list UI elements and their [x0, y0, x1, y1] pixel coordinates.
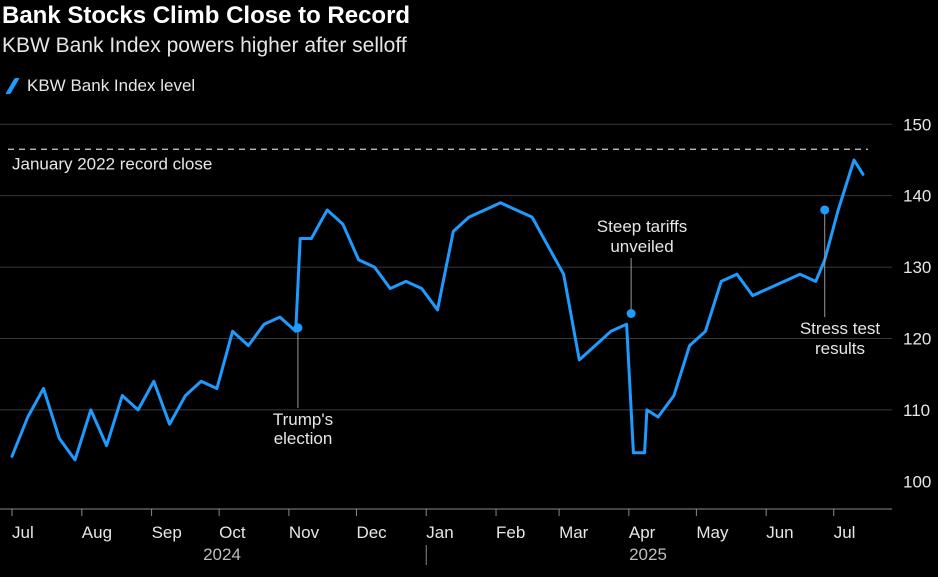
- x-tick-label: Jan: [426, 523, 453, 542]
- annotation-label: Steep tariffs: [597, 217, 687, 236]
- series-line: [10, 158, 865, 462]
- x-tick-label: Jul: [834, 523, 856, 542]
- annotation-label: unveiled: [610, 237, 673, 256]
- x-tick-label: Dec: [356, 523, 387, 542]
- chart-subtitle: KBW Bank Index powers higher after sello…: [2, 34, 407, 57]
- x-tick-label: Aug: [82, 523, 112, 542]
- y-tick-label: 120: [903, 329, 931, 348]
- year-label: 2024: [203, 545, 241, 564]
- x-tick-label: Sep: [152, 523, 182, 542]
- y-tick-label: 100: [903, 472, 931, 491]
- y-tick-label: 130: [903, 258, 931, 277]
- annotation-point: [626, 308, 636, 318]
- legend: KBW Bank Index level: [4, 76, 195, 96]
- y-tick-label: 140: [903, 187, 931, 206]
- annotation-label: results: [815, 339, 865, 358]
- annotation-label: election: [274, 429, 333, 448]
- record-reference-label: January 2022 record close: [12, 154, 212, 173]
- x-tick-label: Oct: [219, 523, 246, 542]
- x-tick-label: Apr: [629, 523, 656, 542]
- annotation-point: [820, 205, 830, 215]
- legend-label: KBW Bank Index level: [27, 76, 196, 95]
- y-tick-label: 150: [903, 115, 931, 134]
- x-tick-label: Feb: [496, 523, 525, 542]
- annotation-label: Trump's: [273, 410, 333, 429]
- x-tick-label: Mar: [559, 523, 589, 542]
- y-tick-label: 110: [903, 401, 930, 420]
- x-tick-label: Jun: [766, 523, 793, 542]
- annotation-label: Stress test: [800, 319, 881, 338]
- x-tick-label: May: [696, 523, 729, 542]
- chart-title: Bank Stocks Climb Close to Record: [2, 2, 411, 29]
- annotation-point: [293, 323, 303, 333]
- x-tick-label: Jul: [12, 523, 34, 542]
- year-label: 2025: [629, 545, 667, 564]
- x-tick-label: Nov: [289, 523, 320, 542]
